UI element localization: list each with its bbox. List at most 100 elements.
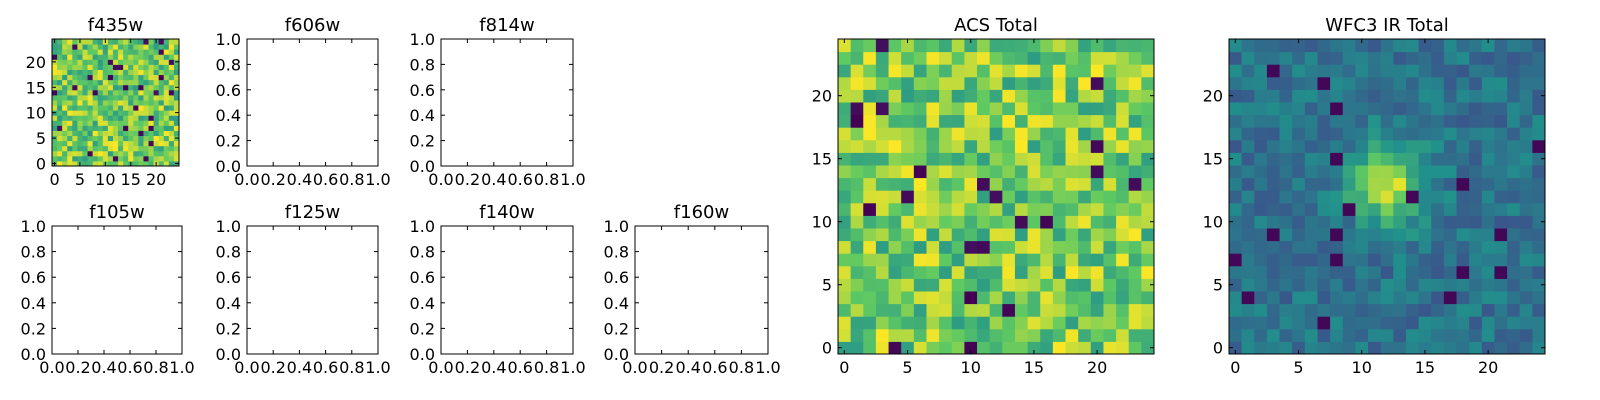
heatmap-cell bbox=[1254, 114, 1268, 128]
heatmap-cell bbox=[128, 69, 134, 76]
heatmap-cell bbox=[1279, 190, 1293, 204]
heatmap-cell bbox=[87, 160, 94, 167]
heatmap-cell bbox=[1052, 291, 1067, 305]
heatmap-cell bbox=[939, 215, 953, 229]
heatmap-cell bbox=[107, 64, 114, 70]
heatmap-cell bbox=[92, 49, 99, 55]
heatmap-cell bbox=[107, 94, 114, 101]
heatmap-cell bbox=[1103, 303, 1117, 317]
heatmap-cell bbox=[153, 110, 160, 116]
heatmap-cell bbox=[1317, 139, 1331, 153]
heatmap-cell bbox=[1393, 190, 1407, 204]
heatmap-cell bbox=[888, 278, 902, 292]
heatmap-cell bbox=[107, 150, 114, 157]
heatmap-cell bbox=[143, 44, 150, 50]
heatmap-cell bbox=[1078, 51, 1092, 65]
heatmap-cell bbox=[67, 59, 73, 65]
heatmap-cell bbox=[1519, 165, 1533, 179]
heatmap-cell bbox=[1002, 152, 1016, 166]
heatmap-cell bbox=[1292, 190, 1306, 204]
heatmap-cell bbox=[1078, 215, 1092, 229]
heatmap-cell bbox=[158, 115, 165, 121]
heatmap-cell bbox=[143, 125, 150, 131]
heatmap-cell bbox=[1065, 39, 1079, 53]
heatmap-cell bbox=[1229, 102, 1243, 116]
heatmap-cell bbox=[112, 160, 119, 167]
heatmap-cell bbox=[1052, 127, 1067, 141]
heatmap-cell bbox=[1494, 177, 1508, 191]
heatmap-cell bbox=[875, 316, 890, 330]
heatmap-cell bbox=[1317, 240, 1331, 254]
heatmap-cells bbox=[838, 39, 1155, 355]
heatmap-cell bbox=[850, 228, 864, 242]
heatmap-cell bbox=[1431, 139, 1445, 153]
heatmap-cell bbox=[128, 44, 134, 50]
heatmap-cell bbox=[1418, 341, 1432, 355]
heatmap-cell bbox=[1266, 89, 1281, 103]
heatmap-cell bbox=[112, 150, 119, 157]
heatmap-cell bbox=[1380, 265, 1394, 279]
heatmap-cell bbox=[118, 69, 124, 76]
heatmap-cell bbox=[989, 177, 1003, 191]
x-tick-label: 0.2 bbox=[455, 170, 480, 189]
heatmap-cell bbox=[1519, 316, 1533, 330]
heatmap-cell bbox=[888, 64, 902, 78]
heatmap-cell bbox=[1141, 76, 1155, 90]
heatmap-cell bbox=[112, 145, 119, 152]
heatmap-cell bbox=[1494, 39, 1508, 53]
heatmap-cell bbox=[168, 69, 175, 76]
heatmap-cell bbox=[1254, 328, 1268, 342]
heatmap-cell bbox=[1443, 190, 1458, 204]
heatmap-cell bbox=[1532, 39, 1546, 53]
heatmap-cell bbox=[1494, 328, 1508, 342]
heatmap-cell bbox=[1103, 228, 1117, 242]
heatmap-cell bbox=[951, 265, 965, 279]
heatmap-cell bbox=[1456, 215, 1470, 229]
heatmap-cell bbox=[82, 110, 89, 116]
heatmap-cell bbox=[1014, 51, 1029, 65]
heatmap-cell bbox=[62, 120, 68, 126]
heatmap-cell bbox=[97, 69, 104, 76]
heatmap-cell bbox=[1519, 139, 1533, 153]
heatmap-cell bbox=[102, 64, 109, 70]
heatmap-cell bbox=[128, 135, 134, 142]
heatmap-cell bbox=[1292, 278, 1306, 292]
heatmap-cell bbox=[138, 99, 144, 106]
heatmap-cell bbox=[1330, 89, 1344, 103]
heatmap-cell bbox=[1355, 89, 1369, 103]
heatmap-cell bbox=[87, 110, 94, 116]
heatmap-cell bbox=[87, 130, 94, 137]
heatmap-cell bbox=[153, 74, 160, 81]
heatmap-cell bbox=[1507, 51, 1521, 65]
heatmap-cell bbox=[1469, 39, 1483, 53]
heatmap-cell bbox=[133, 135, 139, 142]
heatmap-cell bbox=[158, 160, 165, 167]
y-tick-label: 15 bbox=[1203, 150, 1223, 169]
heatmap-cell bbox=[1002, 177, 1016, 191]
heatmap-cell bbox=[1507, 139, 1521, 153]
y-tick-label: 0.2 bbox=[21, 319, 46, 338]
y-tick-label: 0.8 bbox=[21, 243, 46, 262]
heatmap-cell bbox=[1519, 89, 1533, 103]
heatmap-cell bbox=[97, 59, 104, 65]
heatmap-cell bbox=[1279, 328, 1293, 342]
heatmap-cell bbox=[1254, 202, 1268, 216]
heatmap-cell bbox=[1481, 316, 1495, 330]
heatmap-cell bbox=[964, 303, 978, 317]
heatmap-cell bbox=[901, 152, 915, 166]
heatmap-cell bbox=[989, 89, 1003, 103]
heatmap-cell bbox=[1279, 303, 1293, 317]
heatmap-cell bbox=[939, 202, 953, 216]
heatmap-cell bbox=[62, 150, 68, 157]
heatmap-cell bbox=[1040, 291, 1054, 305]
heatmap-cell bbox=[1292, 127, 1306, 141]
heatmap-cell bbox=[107, 84, 114, 91]
heatmap-cell bbox=[62, 135, 68, 142]
heatmap-cell bbox=[1116, 114, 1130, 128]
heatmap-cell bbox=[1014, 39, 1029, 53]
heatmap-cell bbox=[1304, 39, 1318, 53]
heatmap-cell bbox=[107, 89, 114, 96]
heatmap-cell bbox=[153, 115, 160, 121]
heatmap-cell bbox=[1405, 127, 1420, 141]
heatmap-cell bbox=[168, 99, 175, 106]
